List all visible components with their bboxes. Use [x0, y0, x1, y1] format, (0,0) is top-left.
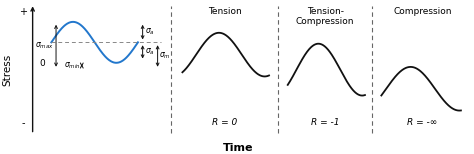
Text: -: -: [21, 118, 25, 128]
Text: R = 0: R = 0: [212, 118, 237, 127]
Text: $\sigma_{min}$: $\sigma_{min}$: [64, 60, 81, 71]
Text: Tension: Tension: [208, 7, 241, 16]
Text: R = -∞: R = -∞: [407, 118, 438, 127]
Text: Tension-
Compression: Tension- Compression: [296, 7, 355, 26]
Text: Stress: Stress: [2, 53, 12, 86]
Text: $\sigma_a$: $\sigma_a$: [145, 47, 154, 57]
Text: R = -1: R = -1: [311, 118, 339, 127]
Text: Time: Time: [223, 143, 254, 153]
Text: +: +: [19, 7, 27, 17]
Text: $\sigma_m$: $\sigma_m$: [159, 51, 171, 61]
Text: $\sigma_{max}$: $\sigma_{max}$: [35, 41, 54, 51]
Text: 0: 0: [40, 59, 46, 68]
Text: Compression: Compression: [393, 7, 452, 16]
Text: $\sigma_a$: $\sigma_a$: [145, 27, 154, 37]
